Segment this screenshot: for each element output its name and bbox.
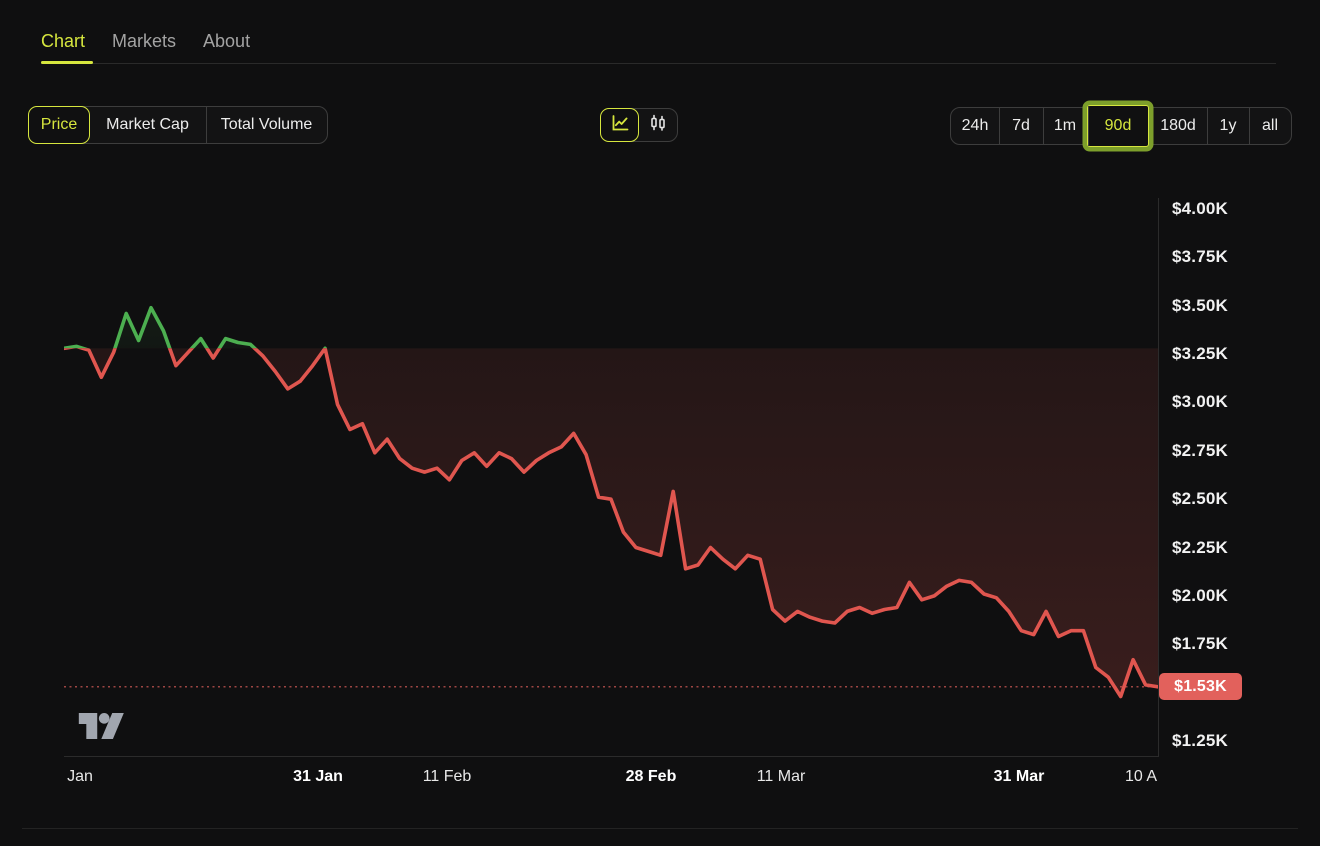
price-line-above-open <box>64 305 327 349</box>
range-option-1m[interactable]: 1m <box>1043 108 1087 144</box>
metric-option-price[interactable]: Price <box>28 106 90 144</box>
tab-about[interactable]: About <box>203 31 251 51</box>
y-axis-tick: $3.50K <box>1172 295 1229 315</box>
chart-type-toggle <box>600 108 678 142</box>
y-axis-tick: $4.00K <box>1172 199 1229 218</box>
tradingview-logo[interactable] <box>78 711 126 741</box>
x-axis-line <box>64 756 1159 757</box>
y-axis-tick: $3.75K <box>1172 247 1229 267</box>
chart-type-option-line[interactable] <box>600 108 639 142</box>
page-bottom-border <box>22 828 1298 829</box>
x-axis-tick: 11 Feb <box>422 768 472 785</box>
y-axis-tick: $2.25K <box>1172 537 1229 557</box>
range-option-1y[interactable]: 1y <box>1207 108 1249 144</box>
metric-option-market-cap[interactable]: Market Cap <box>106 116 189 133</box>
active-tab-underline <box>41 61 93 64</box>
line-chart-icon <box>610 113 630 138</box>
tab-chart[interactable]: Chart <box>41 31 86 51</box>
tab-bar-divider <box>41 63 1276 64</box>
range-option-7d[interactable]: 7d <box>999 108 1043 144</box>
y-axis-line <box>1158 198 1159 756</box>
range-option-180d[interactable]: 180d <box>1149 108 1207 144</box>
x-axis-tick: 31 Mar <box>993 768 1045 785</box>
current-price-badge: $1.53K <box>1159 673 1242 701</box>
candlestick-chart-icon <box>648 113 668 138</box>
range-selector: 24h 7d 1m 90d 180d 1y all <box>950 105 1292 147</box>
range-option-all[interactable]: all <box>1249 108 1291 144</box>
y-axis-tick: $1.75K <box>1172 634 1229 654</box>
price-line-plot[interactable] <box>64 195 1158 756</box>
y-axis-tick: $2.00K <box>1172 585 1229 605</box>
y-axis-tick: $2.75K <box>1172 440 1229 460</box>
y-axis-tick: $3.00K <box>1172 392 1229 412</box>
y-axis-tick: $3.25K <box>1172 344 1229 364</box>
range-option-90d[interactable]: 90d <box>1087 105 1149 147</box>
tab-bar: Chart Markets About <box>41 28 250 54</box>
metric-option-total-volume[interactable]: Total Volume <box>206 107 327 143</box>
chart-type-option-candlestick[interactable] <box>638 109 677 141</box>
price-line-below-open <box>64 348 1158 699</box>
x-axis-tick: 10 A <box>1124 768 1158 785</box>
x-axis-tick: 11 Mar <box>756 768 806 785</box>
x-axis-tick: Jan <box>67 768 93 785</box>
x-axis-tick: 31 Jan <box>293 768 343 785</box>
x-axis-tick: 28 Feb <box>625 768 677 785</box>
y-axis-tick: $2.50K <box>1172 489 1229 509</box>
range-option-24h[interactable]: 24h <box>961 117 989 134</box>
metric-toggle: Price Market Cap Total Volume <box>28 106 328 144</box>
tab-markets[interactable]: Markets <box>112 31 177 51</box>
y-axis-tick: $1.25K <box>1172 730 1229 750</box>
